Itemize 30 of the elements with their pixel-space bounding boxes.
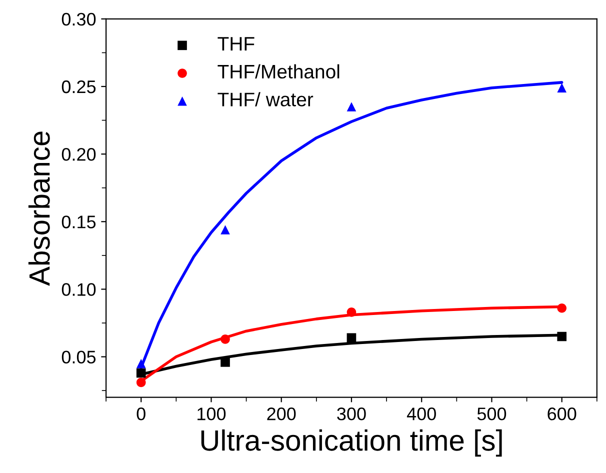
- x-tick-label: 300: [337, 408, 366, 420]
- legend-label: THF/Methanol: [218, 64, 340, 79]
- point: [220, 358, 230, 367]
- y-tick-label: 0.05: [62, 350, 96, 364]
- point: [136, 378, 146, 388]
- y-tick-label: 0.10: [62, 283, 96, 296]
- x-axis-title: Ultra-sonication time [s]: [201, 429, 502, 457]
- legend-label: THF/ water: [218, 92, 314, 106]
- point: [136, 358, 146, 368]
- point: [346, 102, 356, 112]
- x-tick-label: 100: [198, 408, 226, 420]
- x-tick-label: 400: [406, 408, 436, 420]
- y-tick-label: 0.30: [62, 12, 96, 26]
- point: [136, 368, 146, 378]
- y-tick-label: 0.25: [62, 80, 96, 94]
- y-axis-title: Absorbance: [28, 132, 50, 286]
- point: [346, 308, 356, 317]
- x-tick-label: 0: [136, 408, 146, 420]
- x-tick-label: 600: [548, 408, 576, 420]
- point: [557, 303, 567, 313]
- x-tick-label: 500: [477, 408, 506, 420]
- x-tick-label: 200: [267, 408, 296, 420]
- legend-label: THF: [218, 37, 254, 51]
- point: [557, 332, 567, 342]
- y-tick-label: 0.20: [62, 148, 96, 161]
- point: [220, 334, 230, 344]
- point: [557, 83, 567, 92]
- y-tick-label: 0.15: [62, 216, 96, 228]
- point: [346, 333, 356, 343]
- point: [220, 225, 230, 234]
